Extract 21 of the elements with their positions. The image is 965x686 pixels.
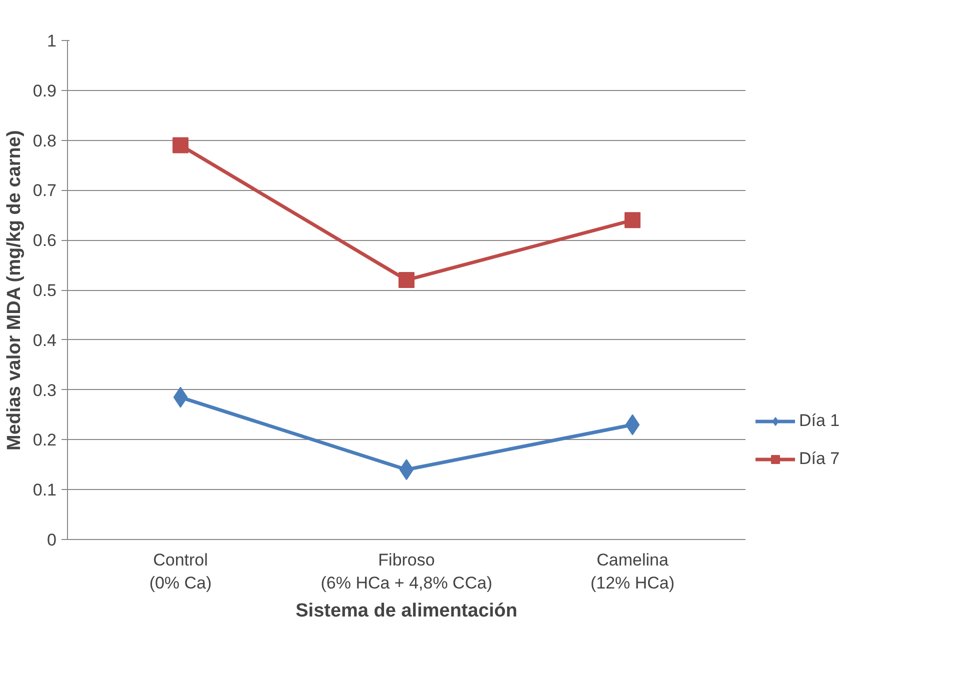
y-tick-label: 0.5 xyxy=(32,281,57,300)
y-tick-label: 0.7 xyxy=(32,181,57,200)
x-tick-label: Fibroso (6% HCa + 4,8% CCa) xyxy=(320,550,492,592)
point xyxy=(398,272,414,288)
x-axis-title: Sistema de alimentación xyxy=(296,600,518,622)
x-tick-label: Camelina (12% HCa) xyxy=(590,550,675,592)
x-tick-label: Control (0% Ca) xyxy=(149,550,212,592)
y-tick-label: 0.3 xyxy=(32,380,57,400)
y-tick-label: 0.2 xyxy=(32,430,57,450)
y-tick-label: 0.1 xyxy=(32,480,57,500)
legend-label: Día 7 xyxy=(799,449,840,469)
y-tick-label: 1 xyxy=(47,32,57,50)
y-tick-label: 0.8 xyxy=(32,131,57,150)
y-tick-label: 0.4 xyxy=(32,330,57,350)
legend-label: Día 1 xyxy=(799,411,840,431)
point xyxy=(172,137,188,154)
y-tick-label: 0 xyxy=(47,530,57,550)
y-axis-title: Medias valor MDA (mg/kg de carne) xyxy=(4,130,25,450)
y-tick-label: 0.9 xyxy=(32,81,57,100)
y-tick-label: 0.6 xyxy=(32,231,57,250)
point xyxy=(624,212,640,228)
